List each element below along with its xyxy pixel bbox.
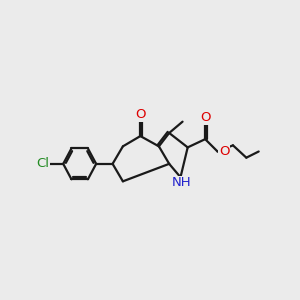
Text: Cl: Cl	[37, 157, 50, 170]
Text: O: O	[200, 111, 210, 124]
Text: O: O	[135, 108, 146, 122]
Text: NH: NH	[172, 176, 191, 190]
Text: O: O	[219, 145, 230, 158]
